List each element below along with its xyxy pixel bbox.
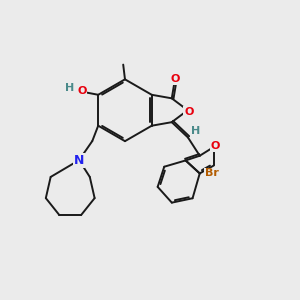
Text: O: O (77, 86, 86, 96)
Text: O: O (171, 74, 180, 84)
Text: Br: Br (205, 168, 219, 178)
Text: N: N (74, 154, 84, 167)
Text: H: H (191, 126, 200, 136)
Text: O: O (184, 107, 194, 117)
Text: H: H (65, 83, 75, 93)
Text: O: O (211, 141, 220, 151)
